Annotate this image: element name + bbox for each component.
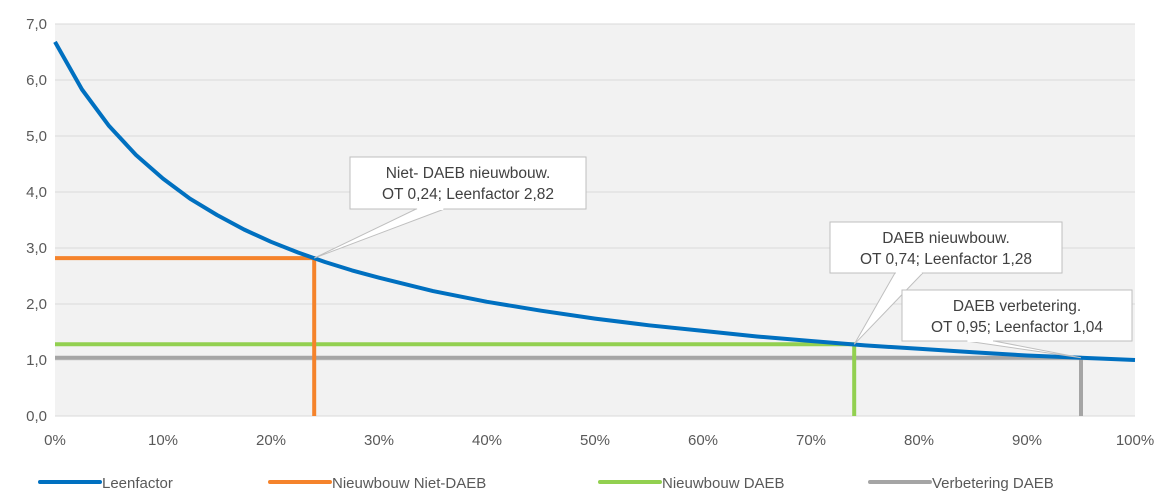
- legend-item-verbetering-daeb: Verbetering DAEB: [868, 475, 1054, 492]
- x-tick-label: 90%: [1012, 432, 1042, 449]
- x-tick-label: 70%: [796, 432, 826, 449]
- callout-line-1: DAEB nieuwbouw.: [882, 230, 1010, 247]
- legend-item-leenfactor: Leenfactor: [38, 475, 173, 492]
- series-line-leenfactor: [53, 40, 1136, 362]
- y-axis-tick-labels: 0,0 1,0 2,0 3,0 4,0 5,0 6,0 7,0: [26, 16, 47, 425]
- callout-box: [829, 221, 1063, 274]
- x-axis-tick-labels: 0% 10% 20% 30% 40% 50% 60% 70% 80% 90% 100%: [44, 432, 1154, 449]
- legend: Leenfactor Nieuwbouw Niet-DAEB Nieuwbouw D…: [38, 475, 1054, 492]
- gridlines: [55, 23, 1135, 417]
- x-tick-label: 30%: [364, 432, 394, 449]
- callout-line-1: Niet- DAEB nieuwbouw.: [386, 165, 551, 182]
- x-tick-label: 50%: [580, 432, 610, 449]
- callout: DAEB verbetering. OT 0,95; Leenfactor 1,0…: [901, 289, 1133, 359]
- legend-label: Nieuwbouw DAEB: [662, 475, 785, 492]
- x-tick-label: 40%: [472, 432, 502, 449]
- legend-label: Leenfactor: [102, 475, 173, 492]
- callout: DAEB nieuwbouw. OT 0,74; Leenfactor 1,28: [829, 221, 1063, 345]
- y-tick-label: 1,0: [26, 352, 47, 369]
- x-tick-label: 20%: [256, 432, 286, 449]
- callout-box: [349, 156, 587, 210]
- y-tick-label: 5,0: [26, 128, 47, 145]
- legend-label: Verbetering DAEB: [932, 475, 1054, 492]
- y-tick-label: 7,0: [26, 16, 47, 33]
- x-tick-label: 0%: [44, 432, 66, 449]
- callout-line-2: OT 0,24; Leenfactor 2,82: [382, 186, 554, 203]
- y-tick-label: 6,0: [26, 72, 47, 89]
- callout-line-2: OT 0,74; Leenfactor 1,28: [860, 251, 1032, 268]
- x-tick-label: 80%: [904, 432, 934, 449]
- y-tick-label: 0,0: [26, 408, 47, 425]
- legend-item-nieuwbouw-niet-daeb: Nieuwbouw Niet-DAEB: [268, 475, 486, 492]
- callouts: Niet- DAEB nieuwbouw. OT 0,24; Leenfactor…: [313, 156, 1133, 359]
- x-tick-label: 60%: [688, 432, 718, 449]
- callout-line-1: DAEB verbetering.: [953, 298, 1081, 315]
- callout-line-2: OT 0,95; Leenfactor 1,04: [931, 319, 1103, 336]
- x-tick-label: 10%: [148, 432, 178, 449]
- callout: Niet- DAEB nieuwbouw. OT 0,24; Leenfactor…: [313, 156, 587, 259]
- legend-item-nieuwbouw-daeb: Nieuwbouw DAEB: [598, 475, 785, 492]
- x-tick-label: 100%: [1116, 432, 1154, 449]
- y-tick-label: 2,0: [26, 296, 47, 313]
- y-tick-label: 3,0: [26, 240, 47, 257]
- legend-label: Nieuwbouw Niet-DAEB: [332, 475, 486, 492]
- callout-box: [901, 289, 1133, 342]
- y-tick-label: 4,0: [26, 184, 47, 201]
